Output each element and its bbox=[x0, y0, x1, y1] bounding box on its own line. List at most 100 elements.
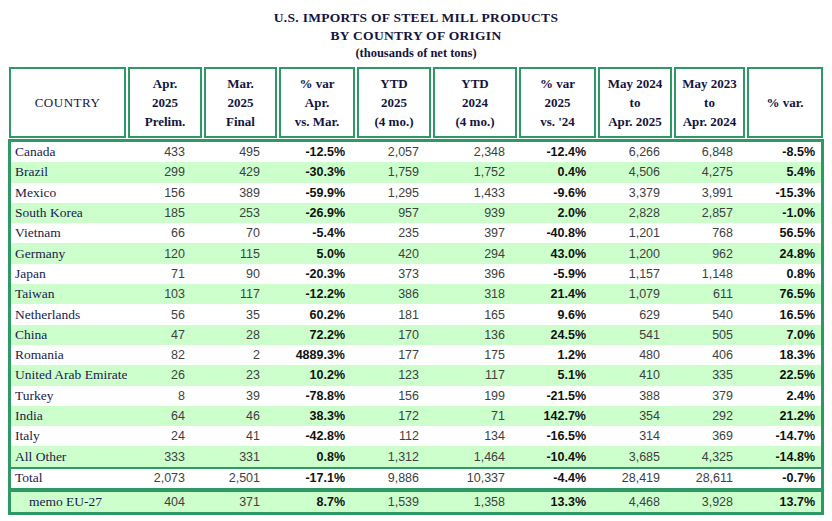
table-row: Turkey839-78.8%156199-21.5%3883792.4% bbox=[11, 386, 821, 406]
cell-pct-var: 21.2% bbox=[746, 409, 821, 423]
cell-pct-var: 16.5% bbox=[746, 308, 821, 322]
cell-may-2023-to-apr-2024: 3,991 bbox=[673, 186, 746, 200]
cell-apr-2025-prelim: 64 bbox=[127, 409, 203, 423]
cell-may-2023-to-apr-2024: 406 bbox=[673, 348, 746, 362]
cell-apr-2025-prelim: 8 bbox=[127, 389, 203, 403]
cell-may-2023-to-apr-2024: 1,148 bbox=[673, 267, 746, 281]
cell-country: India bbox=[11, 408, 127, 424]
column-header-line: May 2023 bbox=[682, 74, 737, 93]
cell-ytd-2025: 170 bbox=[356, 328, 432, 342]
column-header-line: COUNTRY bbox=[35, 93, 101, 112]
cell-apr-2025-prelim: 2,073 bbox=[127, 471, 203, 485]
column-header-line: vs. '24 bbox=[540, 112, 575, 131]
cell-country: South Korea bbox=[11, 205, 127, 221]
cell-may-2024-to-apr-2025: 28,419 bbox=[597, 471, 673, 485]
cell-ytd-2025: 386 bbox=[356, 287, 432, 301]
cell-country: Taiwan bbox=[11, 286, 127, 302]
cell-pct-var-apr-vs-mar: 60.2% bbox=[278, 308, 356, 322]
cell-mar-2025-final: 495 bbox=[203, 145, 278, 159]
cell-may-2024-to-apr-2025: 410 bbox=[597, 368, 673, 382]
cell-pct-var-2025-vs-24: 9.6% bbox=[518, 308, 597, 322]
cell-ytd-2025: 1,312 bbox=[356, 450, 432, 464]
cell-country: Brazil bbox=[11, 164, 127, 180]
cell-may-2024-to-apr-2025: 354 bbox=[597, 409, 673, 423]
table-row: Brazil299429-30.3%1,7591,7520.4%4,5064,2… bbox=[11, 162, 821, 182]
cell-ytd-2024: 10,337 bbox=[432, 471, 518, 485]
cell-apr-2025-prelim: 26 bbox=[127, 368, 203, 382]
cell-pct-var: 5.4% bbox=[746, 165, 821, 179]
cell-pct-var-apr-vs-mar: -59.9% bbox=[278, 186, 356, 200]
cell-may-2023-to-apr-2024: 4,325 bbox=[673, 450, 746, 464]
cell-mar-2025-final: 331 bbox=[203, 450, 278, 464]
cell-pct-var-apr-vs-mar: 10.2% bbox=[278, 368, 356, 382]
cell-may-2024-to-apr-2025: 1,157 bbox=[597, 267, 673, 281]
table-row: Romania8224889.3%1771751.2%48040618.3% bbox=[11, 345, 821, 365]
cell-pct-var-2025-vs-24: -5.9% bbox=[518, 267, 597, 281]
report-page: U.S. IMPORTS OF STEEL MILL PRODUCTS BY C… bbox=[0, 0, 832, 521]
cell-may-2023-to-apr-2024: 335 bbox=[673, 368, 746, 382]
cell-ytd-2024: 175 bbox=[432, 348, 518, 362]
column-header-may-2023-to-apr-2024: May 2023toApr. 2024 bbox=[674, 67, 745, 138]
cell-mar-2025-final: 23 bbox=[203, 368, 278, 382]
cell-pct-var-2025-vs-24: 142.7% bbox=[518, 409, 597, 423]
column-header-apr-2025-prelim: Apr.2025Prelim. bbox=[128, 67, 202, 138]
cell-pct-var-apr-vs-mar: -42.8% bbox=[278, 429, 356, 443]
cell-pct-var-apr-vs-mar: -12.5% bbox=[278, 145, 356, 159]
cell-apr-2025-prelim: 56 bbox=[127, 308, 203, 322]
cell-may-2023-to-apr-2024: 3,928 bbox=[673, 495, 746, 509]
cell-pct-var: -0.7% bbox=[746, 471, 821, 485]
cell-mar-2025-final: 28 bbox=[203, 328, 278, 342]
cell-pct-var-2025-vs-24: 2.0% bbox=[518, 206, 597, 220]
cell-ytd-2024: 318 bbox=[432, 287, 518, 301]
cell-ytd-2025: 181 bbox=[356, 308, 432, 322]
cell-ytd-2024: 396 bbox=[432, 267, 518, 281]
cell-pct-var: -8.5% bbox=[746, 145, 821, 159]
cell-country: memo EU-27 bbox=[11, 494, 127, 510]
cell-may-2024-to-apr-2025: 3,685 bbox=[597, 450, 673, 464]
cell-ytd-2024: 71 bbox=[432, 409, 518, 423]
cell-ytd-2024: 1,358 bbox=[432, 495, 518, 509]
cell-ytd-2024: 165 bbox=[432, 308, 518, 322]
cell-mar-2025-final: 117 bbox=[203, 287, 278, 301]
cell-may-2024-to-apr-2025: 1,201 bbox=[597, 226, 673, 240]
cell-may-2024-to-apr-2025: 314 bbox=[597, 429, 673, 443]
table-memo-section: memo EU-274043718.7%1,5391,35813.3%4,468… bbox=[8, 489, 824, 515]
cell-pct-var-2025-vs-24: 43.0% bbox=[518, 247, 597, 261]
column-header-line: Apr. 2024 bbox=[683, 112, 737, 131]
cell-ytd-2025: 9,886 bbox=[356, 471, 432, 485]
cell-mar-2025-final: 70 bbox=[203, 226, 278, 240]
cell-apr-2025-prelim: 299 bbox=[127, 165, 203, 179]
cell-pct-var: 0.8% bbox=[746, 267, 821, 281]
cell-pct-var-2025-vs-24: -4.4% bbox=[518, 471, 597, 485]
cell-ytd-2025: 957 bbox=[356, 206, 432, 220]
cell-ytd-2024: 294 bbox=[432, 247, 518, 261]
cell-may-2023-to-apr-2024: 540 bbox=[673, 308, 746, 322]
cell-country: Mexico bbox=[11, 185, 127, 201]
cell-pct-var: -1.0% bbox=[746, 206, 821, 220]
cell-mar-2025-final: 2 bbox=[203, 348, 278, 362]
cell-pct-var-2025-vs-24: -16.5% bbox=[518, 429, 597, 443]
cell-may-2023-to-apr-2024: 292 bbox=[673, 409, 746, 423]
cell-may-2023-to-apr-2024: 6,848 bbox=[673, 145, 746, 159]
column-header-line: Mar. bbox=[227, 74, 254, 93]
cell-apr-2025-prelim: 433 bbox=[127, 145, 203, 159]
column-header-line: YTD bbox=[380, 74, 407, 93]
column-header-line: YTD bbox=[461, 74, 488, 93]
column-header-line: Prelim. bbox=[145, 112, 186, 131]
cell-mar-2025-final: 429 bbox=[203, 165, 278, 179]
cell-may-2023-to-apr-2024: 4,275 bbox=[673, 165, 746, 179]
cell-ytd-2025: 2,057 bbox=[356, 145, 432, 159]
cell-ytd-2024: 2,348 bbox=[432, 145, 518, 159]
cell-may-2024-to-apr-2025: 3,379 bbox=[597, 186, 673, 200]
table-row: Japan7190-20.3%373396-5.9%1,1571,1480.8% bbox=[11, 264, 821, 284]
cell-pct-var-2025-vs-24: 24.5% bbox=[518, 328, 597, 342]
cell-pct-var-apr-vs-mar: -30.3% bbox=[278, 165, 356, 179]
cell-ytd-2025: 172 bbox=[356, 409, 432, 423]
cell-apr-2025-prelim: 156 bbox=[127, 186, 203, 200]
cell-mar-2025-final: 39 bbox=[203, 389, 278, 403]
column-header-line: % var bbox=[540, 74, 575, 93]
cell-ytd-2024: 1,433 bbox=[432, 186, 518, 200]
cell-ytd-2025: 177 bbox=[356, 348, 432, 362]
cell-may-2023-to-apr-2024: 505 bbox=[673, 328, 746, 342]
cell-pct-var-apr-vs-mar: -26.9% bbox=[278, 206, 356, 220]
